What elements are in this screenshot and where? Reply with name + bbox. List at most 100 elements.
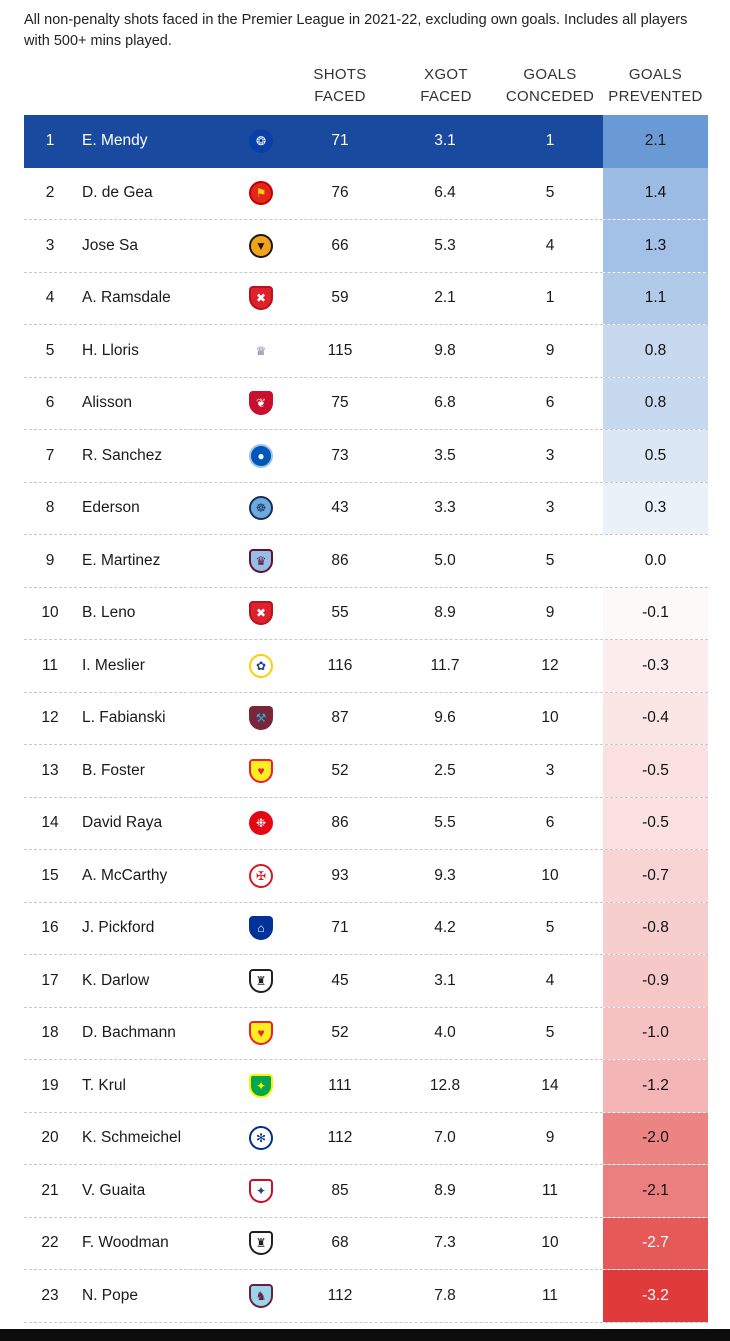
club-logo-cell: ♜	[246, 1218, 276, 1270]
crystal-palace-crest-icon: ✦	[249, 1178, 273, 1203]
west-ham-crest-icon: ⚒	[249, 706, 273, 731]
table-row: 6 Alisson ❦ 75 6.8 6 0.8	[24, 377, 708, 430]
xgot-faced-cell: 5.5	[434, 814, 456, 832]
table-row: 21 V. Guaita ✦ 85 8.9 11 -2.1	[24, 1165, 708, 1218]
club-logo-cell: ♥	[246, 1008, 276, 1060]
rank-cell: 4	[45, 289, 55, 307]
goals-prevented-cell: 0.8	[603, 325, 708, 377]
xgot-faced-cell: 7.3	[434, 1234, 456, 1252]
goals-conceded-cell: 5	[545, 1024, 555, 1042]
header-goals-conceded: GOALS CONCEDED	[500, 64, 600, 108]
table-row: 15 A. McCarthy ✠ 93 9.3 10 -0.7	[24, 850, 708, 903]
xgot-faced-cell: 9.8	[434, 341, 456, 359]
club-logo-cell: ♛	[246, 535, 276, 587]
rank-cell: 1	[45, 132, 55, 150]
player-name-cell: David Raya	[82, 814, 163, 832]
xgot-faced-cell: 8.9	[434, 1181, 456, 1199]
header-goals-conceded-line1: GOALS	[523, 66, 577, 83]
goals-prevented-cell: -2.7	[603, 1217, 708, 1269]
goals-prevented-cell: 0.8	[603, 377, 708, 429]
xgot-faced-cell: 5.0	[434, 551, 456, 569]
player-name-cell: L. Fabianski	[82, 709, 166, 727]
header-shots-faced: SHOTS FACED	[290, 64, 390, 108]
goals-prevented-cell: -1.0	[603, 1007, 708, 1059]
rank-cell: 17	[41, 971, 59, 989]
club-logo-cell: ❂	[246, 115, 276, 168]
goals-prevented-cell: -2.1	[603, 1165, 708, 1217]
table-row: 14 David Raya ❉ 86 5.5 6 -0.5	[24, 797, 708, 850]
goals-prevented-cell: 0.0	[603, 535, 708, 587]
goals-conceded-cell: 9	[545, 604, 555, 622]
shots-faced-cell: 68	[331, 1234, 349, 1252]
table-row: 20 K. Schmeichel ✻ 112 7.0 9 -2.0	[24, 1112, 708, 1165]
shots-faced-cell: 55	[331, 604, 349, 622]
shots-faced-cell: 52	[331, 1024, 349, 1042]
rank-cell: 11	[41, 656, 59, 674]
header-xgot-faced-line2: FACED	[420, 88, 472, 105]
rank-cell: 21	[41, 1181, 59, 1199]
goals-conceded-cell: 3	[545, 761, 555, 779]
club-logo-cell: ⚒	[246, 693, 276, 745]
wolves-crest-icon: ▼	[249, 233, 273, 258]
tottenham-crest-icon: ♕	[249, 338, 273, 363]
player-name-cell: Ederson	[82, 499, 140, 517]
rank-cell: 14	[41, 814, 59, 832]
goals-conceded-cell: 3	[545, 499, 555, 517]
club-logo-cell: ❦	[246, 378, 276, 430]
table-row: 18 D. Bachmann ♥ 52 4.0 5 -1.0	[24, 1007, 708, 1060]
xgot-faced-cell: 3.5	[434, 446, 456, 464]
chelsea-crest-icon: ❂	[249, 129, 273, 154]
rank-cell: 9	[45, 551, 55, 569]
goals-conceded-cell: 9	[545, 1129, 555, 1147]
club-logo-cell: ♕	[246, 325, 276, 377]
goals-prevented-cell: 0.5	[603, 430, 708, 482]
club-logo-cell: ❉	[246, 798, 276, 850]
liverpool-crest-icon: ❦	[249, 391, 273, 416]
xgot-faced-cell: 9.6	[434, 709, 456, 727]
goals-conceded-cell: 5	[545, 184, 555, 202]
rank-cell: 2	[45, 184, 55, 202]
club-logo-cell: ⌂	[246, 903, 276, 955]
table-row: 17 K. Darlow ♜ 45 3.1 4 -0.9	[24, 955, 708, 1008]
goals-conceded-cell: 11	[541, 1181, 559, 1199]
shots-faced-cell: 115	[327, 341, 353, 359]
player-name-cell: F. Woodman	[82, 1234, 169, 1252]
table-row: 1 E. Mendy ❂ 71 3.1 1 2.1	[24, 115, 708, 168]
watford-crest-icon: ♥	[249, 758, 273, 783]
shots-faced-cell: 85	[331, 1181, 349, 1199]
player-name-cell: J. Pickford	[82, 919, 155, 937]
player-name-cell: N. Pope	[82, 1286, 139, 1304]
rank-cell: 5	[45, 341, 55, 359]
goals-conceded-cell: 3	[545, 446, 555, 464]
header-goals-conceded-line2: CONCEDED	[505, 88, 595, 105]
goals-prevented-cell: -0.5	[603, 797, 708, 849]
brighton-crest-icon: ●	[249, 443, 273, 468]
leicester-crest-icon: ✻	[249, 1126, 273, 1151]
goals-prevented-cell: 1.3	[603, 220, 708, 272]
brentford-crest-icon: ❉	[249, 811, 273, 836]
rank-cell: 18	[41, 1024, 59, 1042]
shots-faced-cell: 76	[331, 184, 349, 202]
rank-cell: 10	[41, 604, 59, 622]
rank-cell: 7	[45, 446, 55, 464]
goals-prevented-cell: 1.4	[603, 167, 708, 219]
everton-crest-icon: ⌂	[249, 916, 273, 941]
table-row: 7 R. Sanchez ● 73 3.5 3 0.5	[24, 430, 708, 483]
table-row: 13 B. Foster ♥ 52 2.5 3 -0.5	[24, 745, 708, 798]
club-logo-cell: ✦	[246, 1060, 276, 1112]
player-name-cell: T. Krul	[82, 1076, 126, 1094]
goals-conceded-cell: 4	[545, 971, 555, 989]
goals-conceded-cell: 10	[541, 866, 559, 884]
player-name-cell: D. Bachmann	[82, 1024, 176, 1042]
club-logo-cell: ●	[246, 430, 276, 482]
table-row: 22 F. Woodman ♜ 68 7.3 10 -2.7	[24, 1217, 708, 1270]
xgot-faced-cell: 7.0	[434, 1129, 456, 1147]
newcastle-crest-icon: ♜	[249, 968, 273, 993]
table-row: 3 Jose Sa ▼ 66 5.3 4 1.3	[24, 220, 708, 273]
rank-cell: 20	[41, 1129, 59, 1147]
club-logo-cell: ▼	[246, 220, 276, 272]
table-row: 11 I. Meslier ✿ 116 11.7 12 -0.3	[24, 640, 708, 693]
shots-faced-cell: 73	[331, 446, 349, 464]
man-utd-crest-icon: ⚑	[249, 181, 273, 206]
player-name-cell: Alisson	[82, 394, 132, 412]
